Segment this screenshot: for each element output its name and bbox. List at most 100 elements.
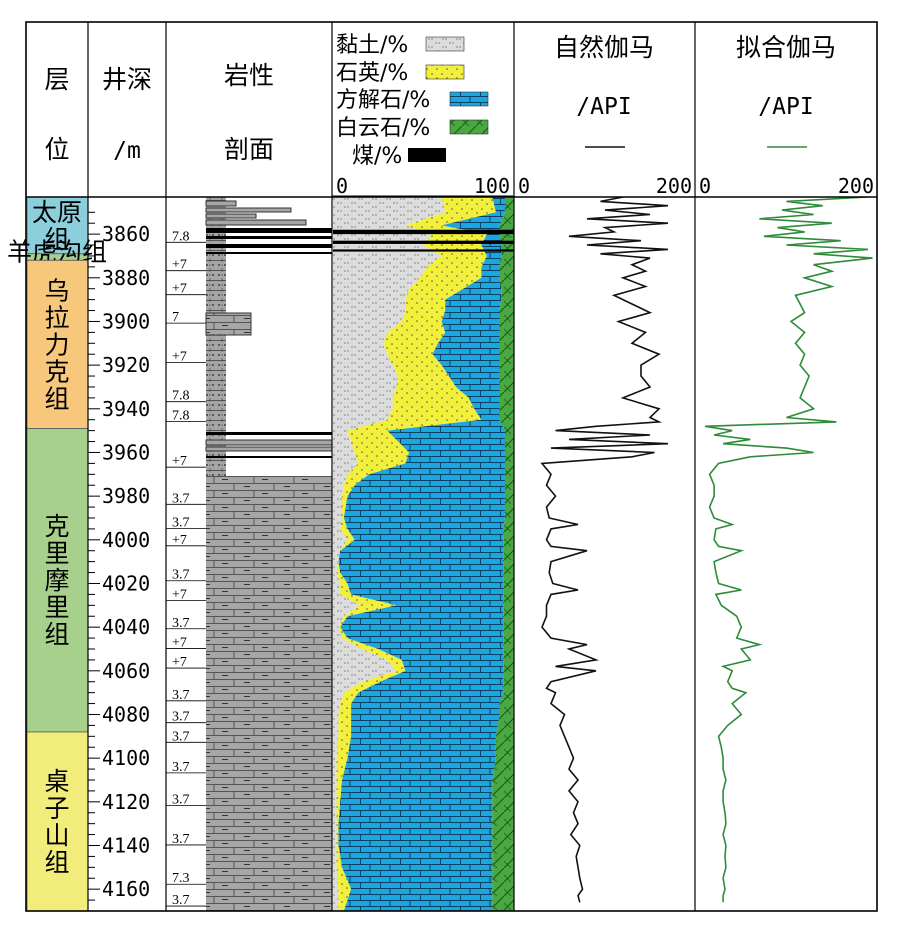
lithology-code: 3.7: [172, 793, 190, 808]
lithology-header-line1: 岩性: [224, 61, 274, 90]
depth-tick-label: 3900: [102, 309, 150, 333]
legend-label: 方解石/%: [336, 88, 430, 113]
depth-header-line2: /m: [113, 138, 141, 164]
zone-label: 摩: [44, 566, 69, 595]
zone-label: 里: [44, 593, 69, 622]
lithology-code: 3.7: [172, 710, 190, 725]
depth-tick-label: 3940: [102, 397, 150, 421]
depth-tick-label: 3960: [102, 440, 150, 464]
zone-label: 力: [44, 330, 69, 359]
coal-bed: [206, 228, 332, 233]
lithology-code: 3.7: [172, 515, 190, 530]
depth-tick-label: 4100: [102, 746, 150, 770]
lithology-code: 7: [172, 310, 179, 325]
zone-label: 克: [44, 512, 69, 541]
legend-swatch: [449, 119, 489, 135]
zone-label: 桌: [44, 767, 69, 796]
natural-gamma-track: [540, 197, 669, 903]
calcite-fill: [338, 197, 505, 911]
depth-tick-label: 4160: [102, 877, 150, 901]
depth-axis: 3860 3880 3900 3920 3940 3960 3980 4000 4020 4040…: [88, 211, 150, 901]
coal-bed: [206, 456, 332, 458]
zone-label: 乌: [44, 276, 69, 305]
lithology-code: +7: [172, 282, 187, 297]
depth-tick-label: 4040: [102, 615, 150, 639]
depth-tick-label: 4000: [102, 528, 150, 552]
lithology-lower-limestone: [206, 476, 332, 911]
mineral-composition-track: [333, 197, 514, 911]
zone-label: 山: [44, 821, 69, 850]
lithology-code: 3.7: [172, 832, 190, 847]
legend-label: 石英/%: [336, 61, 408, 86]
legend-swatch: [408, 148, 446, 162]
zone-label: 拉: [44, 303, 69, 332]
legend-swatch: [425, 36, 465, 52]
natural-gamma-axis-min: 0: [518, 174, 530, 198]
lithology-code: +7: [172, 454, 187, 469]
depth-tick-label: 3860: [102, 222, 150, 246]
zone-label: 组: [44, 620, 69, 649]
thin-bed: [205, 213, 257, 219]
lithology-code: 7.8: [172, 389, 190, 404]
lithology-code: 3.7: [172, 688, 190, 703]
lithology-code: +7: [172, 635, 187, 650]
lithology-code: 3.7: [172, 760, 190, 775]
mineral-axis-max: 100: [474, 174, 510, 198]
coal-layer: [333, 240, 514, 244]
legend-swatch: [449, 91, 489, 107]
coal-bed: [206, 432, 332, 435]
natural-gamma-title: 自然伽马: [554, 33, 654, 62]
clay-fill: [333, 197, 446, 911]
thin-bed: [205, 219, 307, 226]
zone-box: [26, 731, 89, 912]
lithology-code: 7.8: [172, 229, 190, 244]
zone-label: 子: [44, 794, 69, 823]
coal-bed: [206, 244, 332, 248]
fitted-gamma-axis-min: 0: [699, 174, 711, 198]
legend-label: 煤/%: [352, 144, 402, 169]
coal-bed: [206, 236, 332, 239]
depth-tick-label: 3980: [102, 484, 150, 508]
zone-label: 里: [44, 539, 69, 568]
fitted-gamma-track: [704, 197, 873, 903]
lithology-code: 3.7: [172, 616, 190, 631]
lithology-code: 7.8: [172, 408, 190, 423]
thin-bed: [205, 200, 237, 207]
fitted-gamma-title: 拟合伽马: [736, 33, 836, 62]
lithology-column: [205, 197, 333, 911]
zone-box: [26, 428, 89, 733]
zone-label: 太原: [32, 198, 82, 227]
lithology-lens: [205, 312, 252, 336]
lithology-code: +7: [172, 533, 187, 548]
lithology-code: 3.7: [172, 729, 190, 744]
lithology-code: +7: [172, 349, 187, 364]
frame-lines: [25, 21, 878, 912]
thin-bed: [205, 439, 333, 446]
legend-label: 白云石/%: [336, 116, 430, 141]
lithology-header-line2: 剖面: [224, 135, 274, 164]
coal-layer: [333, 249, 514, 252]
depth-tick-label: 4060: [102, 659, 150, 683]
depth-tick-label: 4140: [102, 833, 150, 857]
thin-bed: [205, 207, 292, 213]
depth-tick-label: 4020: [102, 571, 150, 595]
lithology-code: +7: [172, 587, 187, 602]
lithology-code: 3.7: [172, 491, 190, 506]
zone-header-line1: 层: [44, 65, 69, 94]
lithology-code: 3.7: [172, 893, 190, 908]
legend-label: 黏土/%: [336, 33, 408, 58]
zone-box: [26, 259, 89, 429]
lithology-thin-beds: [205, 200, 333, 452]
zone-label: 克: [44, 357, 69, 386]
depth-tick-label: 3880: [102, 266, 150, 290]
quartz-fill: [336, 197, 496, 911]
zone-label: 组: [44, 225, 69, 254]
zone-header-line2: 位: [44, 135, 69, 164]
zone-label: 组: [44, 384, 69, 413]
coal-bed: [206, 252, 332, 254]
depth-tick-label: 4120: [102, 790, 150, 814]
lithology-code: +7: [172, 655, 187, 670]
natural-gamma-curve: [540, 197, 669, 903]
